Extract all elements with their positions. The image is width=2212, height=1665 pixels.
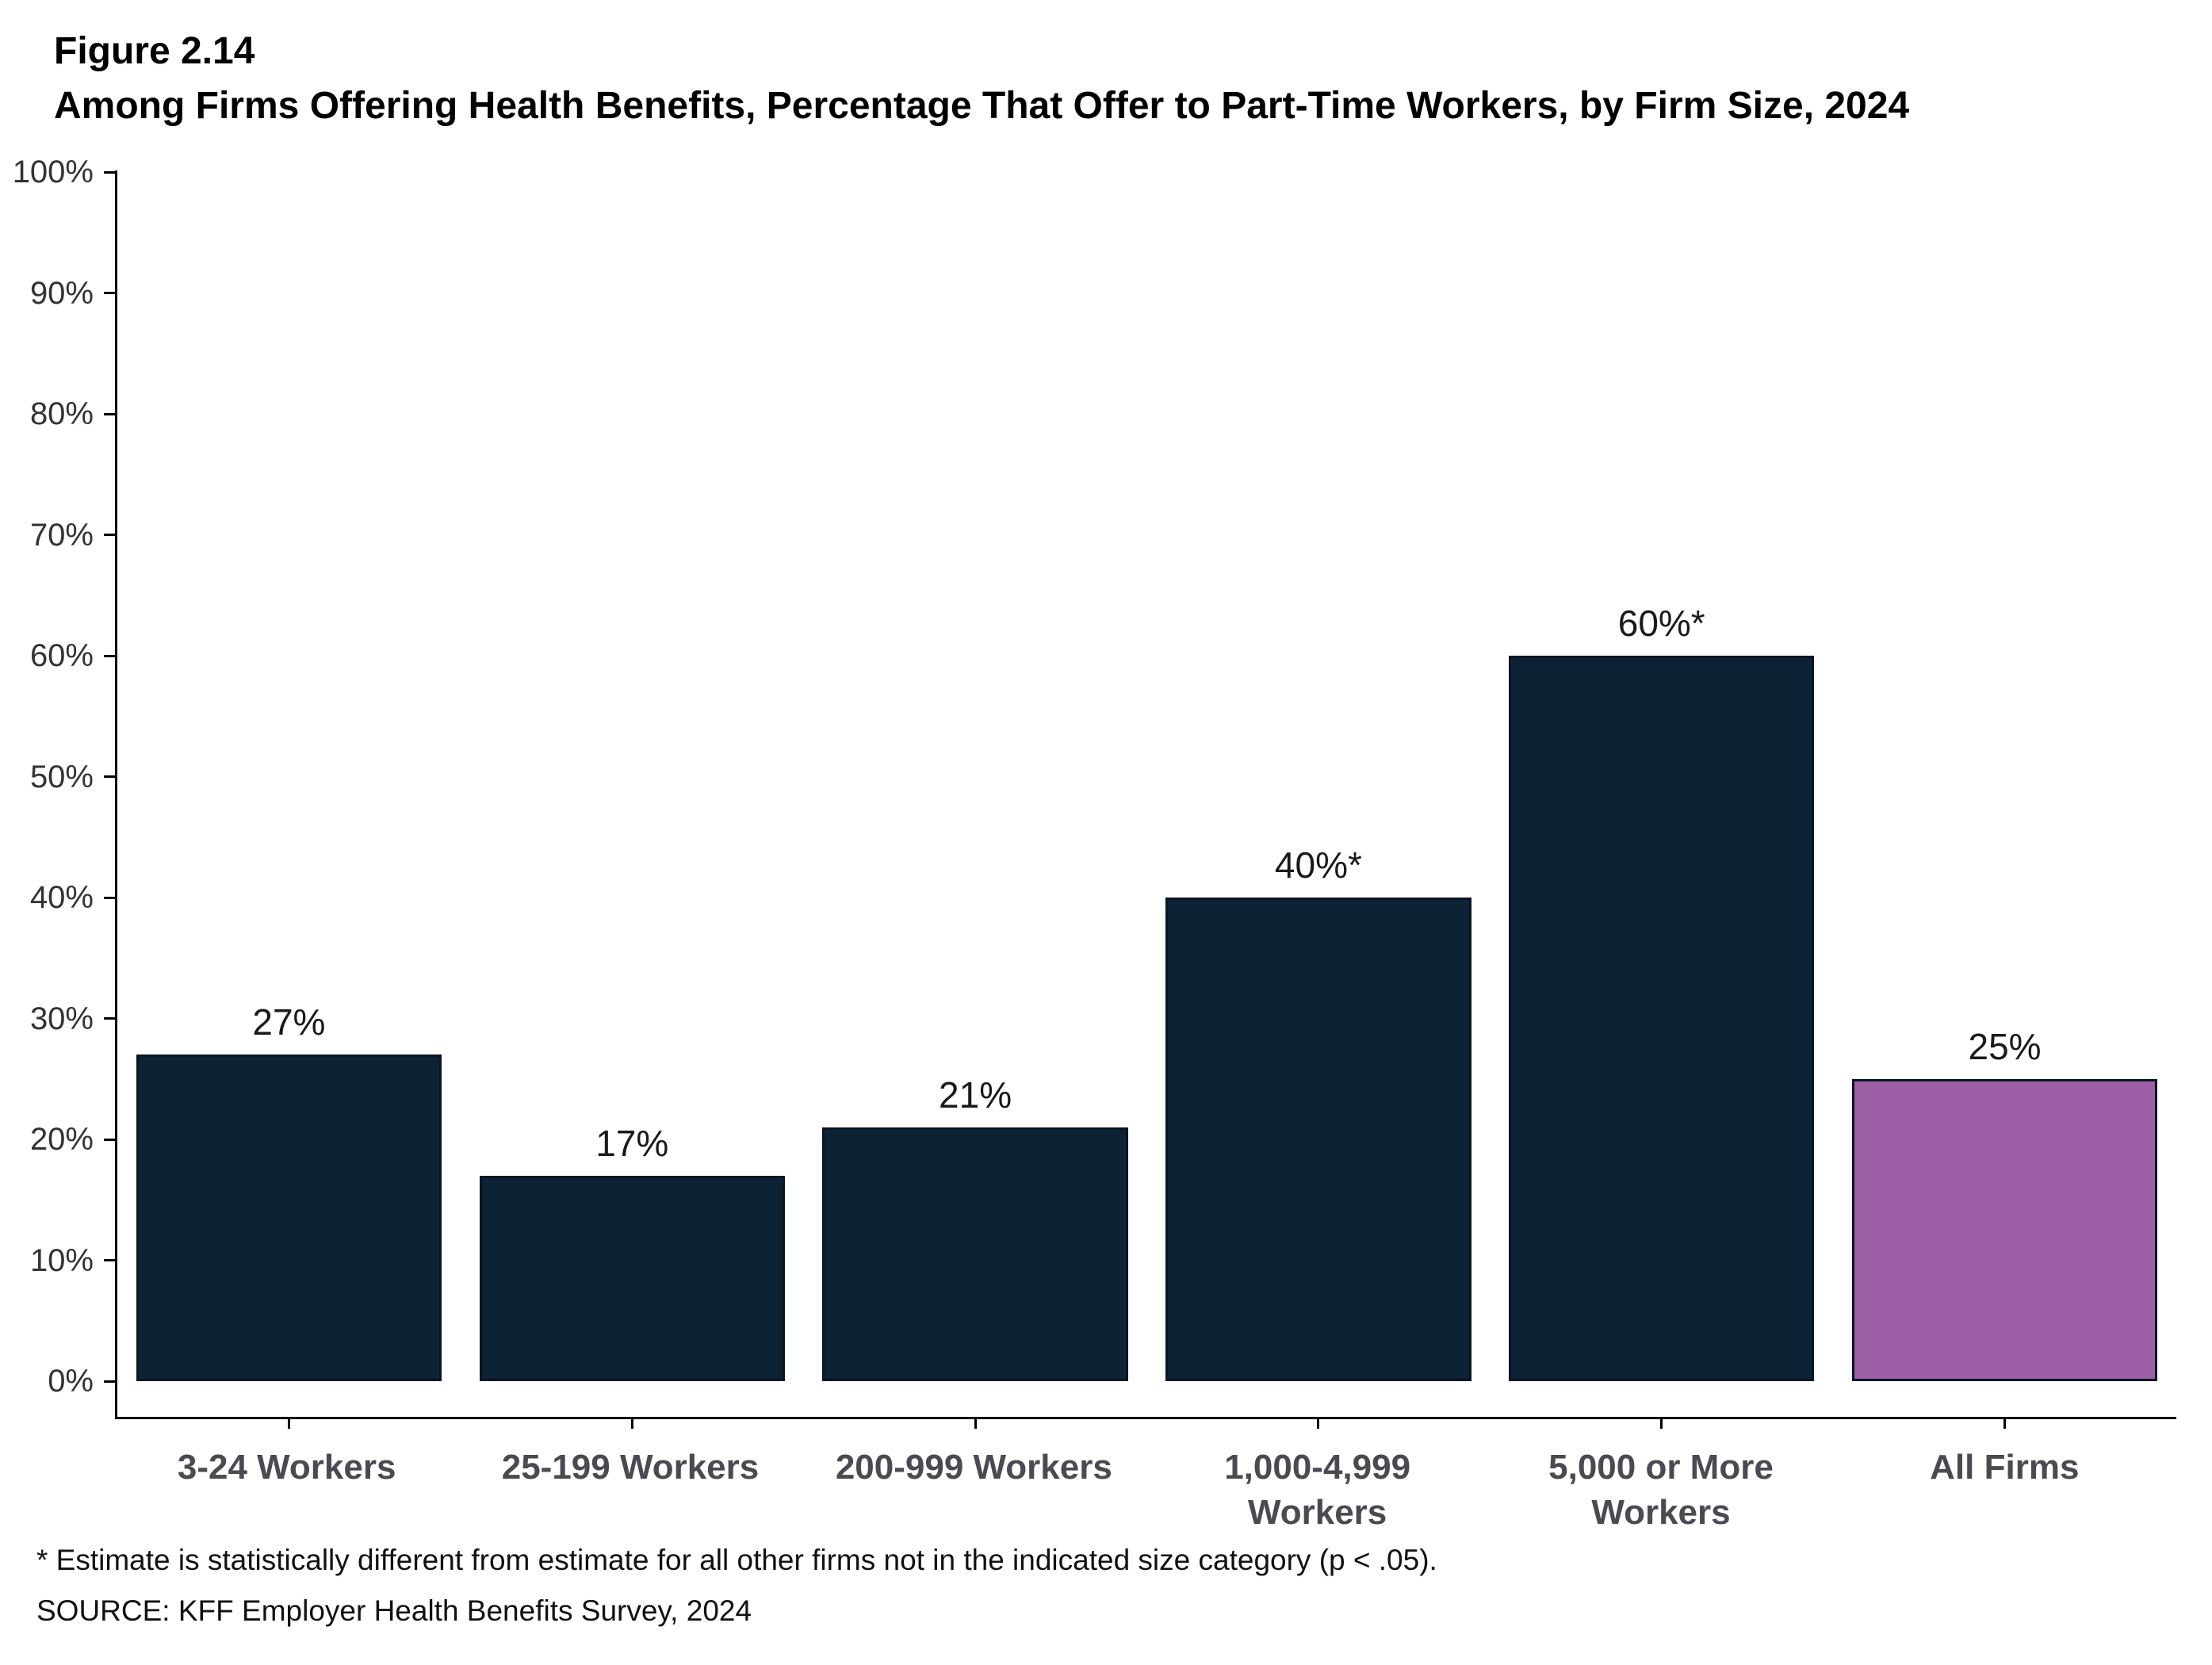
y-axis-tick-label: 30% <box>29 1001 94 1036</box>
bar-value-label: 25% <box>1968 1025 2042 1067</box>
x-axis-tick <box>974 1417 977 1429</box>
bar <box>822 1127 1128 1381</box>
y-axis-tick <box>104 1380 117 1383</box>
bar-value-label: 17% <box>595 1122 669 1164</box>
bar <box>1851 1078 2158 1381</box>
y-axis-tick <box>104 775 117 778</box>
y-axis-tick <box>104 534 117 536</box>
bar-value-label: 27% <box>252 1001 326 1043</box>
bar-slot: 27% <box>117 172 461 1381</box>
y-axis-tick-label: 50% <box>29 759 94 794</box>
y-axis-tick-label: 80% <box>29 396 94 431</box>
y-axis-tick <box>104 292 117 294</box>
y-axis-tick-label: 100% <box>12 155 94 189</box>
x-axis-category-label: 200-999 Workers <box>835 1448 1112 1487</box>
footnote-source: SOURCE: KFF Employer Health Benefits Sur… <box>36 1594 752 1627</box>
bar <box>1165 898 1471 1381</box>
x-axis-tick <box>2003 1417 2007 1429</box>
y-axis-tick <box>104 170 117 174</box>
bar-value-label: 40%* <box>1274 844 1362 886</box>
bar <box>136 1054 442 1381</box>
chart-header: Figure 2.14 Among Firms Offering Health … <box>54 29 2060 130</box>
y-axis-tick <box>104 896 117 899</box>
bar-value-label: 60%* <box>1617 603 1705 644</box>
x-axis-tick <box>630 1417 633 1429</box>
footnotes: * Estimate is statistically different fr… <box>36 1540 1437 1632</box>
y-axis-tick <box>104 1017 117 1020</box>
y-axis-tick-label: 90% <box>29 275 94 311</box>
bar-slot: 60%* <box>1490 172 1833 1381</box>
y-axis-tick <box>104 654 117 657</box>
x-axis-category-label: 3-24 Workers <box>177 1448 396 1487</box>
bar-slot: 17% <box>461 172 804 1381</box>
bar-slot: 21% <box>804 172 1147 1381</box>
footnote-significance: * Estimate is statistically different fr… <box>36 1544 1437 1576</box>
y-axis-tick <box>104 412 117 415</box>
x-axis-category-label: 1,000-4,999 Workers <box>1224 1448 1411 1533</box>
bars-container: 27% 17% 21% 40%* 60%* 25% <box>117 172 2176 1381</box>
plot-area: 27% 17% 21% 40%* 60%* 25% 0% 10% 20% 30% 40% 50% 60… <box>13 156 2176 1429</box>
bar-value-label: 21% <box>939 1074 1012 1116</box>
bar <box>1509 656 1815 1381</box>
x-axis-category-label: 5,000 or More Workers <box>1548 1448 1774 1533</box>
x-axis-tick <box>1660 1417 1663 1429</box>
x-axis-tick <box>287 1417 290 1429</box>
bar-slot: 40%* <box>1146 172 1490 1381</box>
x-axis-tick <box>1317 1417 1320 1429</box>
y-axis-tick-label: 10% <box>29 1242 94 1278</box>
y-axis-tick-label: 70% <box>29 517 94 553</box>
bar-slot: 25% <box>1833 172 2176 1381</box>
x-axis-category-label: All Firms <box>1930 1448 2080 1487</box>
bar <box>479 1175 785 1381</box>
y-axis-tick-label: 20% <box>29 1122 94 1157</box>
y-axis-tick-label: 40% <box>29 880 94 915</box>
x-axis-category-label: 25-199 Workers <box>501 1448 760 1487</box>
y-axis-tick-label: 0% <box>48 1364 94 1399</box>
x-axis-labels: 3-24 Workers 25-199 Workers 200-999 Worker… <box>115 1445 2176 1535</box>
y-axis-tick <box>104 1138 117 1141</box>
y-axis-tick-label: 60% <box>29 638 94 673</box>
y-axis-tick <box>104 1259 117 1261</box>
figure-number: Figure 2.14 <box>54 30 255 72</box>
chart-title: Among Firms Offering Health Benefits, Pe… <box>54 84 1910 127</box>
